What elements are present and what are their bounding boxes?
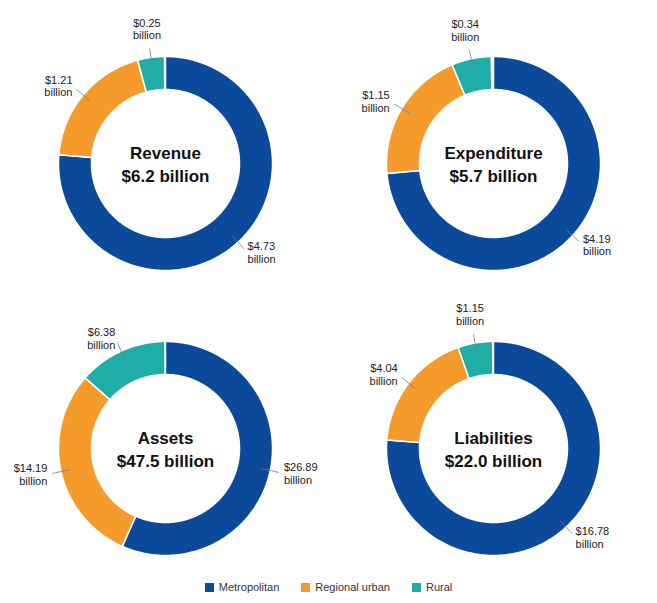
svg-text:$0.25billion: $0.25billion bbox=[133, 16, 161, 41]
svg-text:$1.15billion: $1.15billion bbox=[362, 89, 390, 114]
svg-text:Revenue$6.2 billion: Revenue$6.2 billion bbox=[122, 144, 210, 186]
html-text:Metropolitan: Metropolitan bbox=[218, 580, 280, 593]
svg-text:$1.15billion: $1.15billion bbox=[456, 302, 484, 327]
svg-text:$4.73billion: $4.73billion bbox=[248, 240, 276, 265]
svg-text:$14.19billion: $14.19billion bbox=[14, 462, 48, 487]
svg-text:$4.04billion: $4.04billion bbox=[370, 362, 398, 387]
svg-text:$1.21billion: $1.21billion bbox=[44, 74, 72, 99]
svg-text:Liabilities$22.0 billion: Liabilities$22.0 billion bbox=[445, 429, 542, 471]
svg-text:$0.34billion: $0.34billion bbox=[451, 18, 479, 43]
svg-text:$26.89billion: $26.89billion bbox=[284, 461, 318, 486]
svg-text:$6.38billion: $6.38billion bbox=[87, 326, 115, 351]
svg-text:$4.19billion: $4.19billion bbox=[583, 233, 611, 258]
html-text:Regional urban: Regional urban bbox=[315, 580, 390, 593]
html-text:Rural: Rural bbox=[425, 580, 453, 593]
svg-text:$16.78billion: $16.78billion bbox=[576, 525, 610, 550]
svg-text:Expenditure$5.7 billion: Expenditure$5.7 billion bbox=[444, 144, 542, 186]
svg-text:Assets$47.5 billion: Assets$47.5 billion bbox=[117, 429, 214, 471]
